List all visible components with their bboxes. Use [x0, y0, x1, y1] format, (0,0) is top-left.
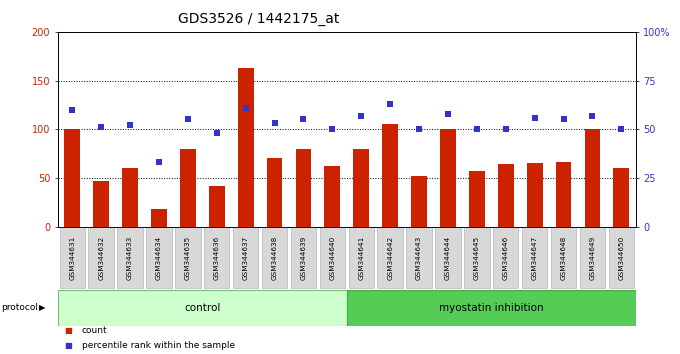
FancyBboxPatch shape — [407, 227, 432, 288]
Text: GSM344631: GSM344631 — [69, 235, 75, 280]
FancyBboxPatch shape — [60, 227, 85, 288]
FancyBboxPatch shape — [609, 227, 634, 288]
Text: GSM344646: GSM344646 — [503, 235, 509, 280]
FancyBboxPatch shape — [262, 227, 287, 288]
Point — [443, 111, 454, 116]
Point — [182, 117, 193, 122]
Bar — [354, 149, 369, 227]
Text: GSM344641: GSM344641 — [358, 235, 364, 280]
FancyBboxPatch shape — [464, 227, 490, 288]
Bar — [267, 159, 282, 227]
Bar — [440, 129, 456, 227]
FancyBboxPatch shape — [349, 227, 374, 288]
Bar — [527, 163, 543, 227]
FancyBboxPatch shape — [88, 227, 114, 288]
Bar — [180, 149, 196, 227]
Text: GSM344643: GSM344643 — [416, 235, 422, 280]
FancyBboxPatch shape — [175, 227, 201, 288]
Bar — [613, 168, 629, 227]
FancyBboxPatch shape — [204, 227, 229, 288]
Text: GDS3526 / 1442175_at: GDS3526 / 1442175_at — [177, 12, 339, 27]
Point — [298, 117, 309, 122]
FancyBboxPatch shape — [291, 227, 316, 288]
Text: protocol: protocol — [1, 303, 38, 313]
FancyBboxPatch shape — [580, 227, 605, 288]
Bar — [296, 149, 311, 227]
Point — [269, 120, 280, 126]
Bar — [411, 176, 427, 227]
Text: GSM344648: GSM344648 — [560, 235, 566, 280]
Text: GSM344635: GSM344635 — [185, 235, 191, 280]
Text: ▶: ▶ — [39, 303, 46, 313]
Text: GSM344633: GSM344633 — [127, 235, 133, 280]
FancyBboxPatch shape — [118, 227, 143, 288]
Point — [529, 115, 540, 120]
Bar — [65, 129, 80, 227]
Bar — [556, 162, 571, 227]
Bar — [93, 181, 109, 227]
Point — [558, 117, 569, 122]
Text: GSM344637: GSM344637 — [243, 235, 249, 280]
Text: GSM344645: GSM344645 — [474, 235, 480, 280]
Point — [124, 122, 135, 128]
Bar — [209, 185, 224, 227]
Point — [240, 105, 251, 110]
Text: ■: ■ — [65, 326, 73, 336]
Point — [385, 101, 396, 107]
Point — [211, 130, 222, 136]
FancyBboxPatch shape — [233, 227, 258, 288]
Bar — [382, 124, 398, 227]
FancyBboxPatch shape — [551, 227, 576, 288]
Bar — [498, 164, 513, 227]
FancyBboxPatch shape — [493, 227, 518, 288]
FancyBboxPatch shape — [377, 227, 403, 288]
Text: ■: ■ — [65, 341, 73, 350]
Point — [616, 126, 627, 132]
Bar — [469, 171, 485, 227]
FancyBboxPatch shape — [58, 290, 347, 326]
Bar — [151, 209, 167, 227]
Text: GSM344640: GSM344640 — [329, 235, 335, 280]
Text: GSM344650: GSM344650 — [618, 235, 624, 280]
Text: GSM344642: GSM344642 — [387, 235, 393, 280]
Text: control: control — [184, 303, 220, 313]
Point — [356, 113, 367, 118]
Text: count: count — [82, 326, 107, 336]
Point — [413, 126, 424, 132]
Point — [67, 107, 78, 113]
Text: GSM344632: GSM344632 — [98, 235, 104, 280]
Point — [327, 126, 338, 132]
Point — [471, 126, 482, 132]
Text: myostatin inhibition: myostatin inhibition — [439, 303, 543, 313]
Bar — [122, 168, 138, 227]
FancyBboxPatch shape — [146, 227, 171, 288]
FancyBboxPatch shape — [435, 227, 460, 288]
Text: GSM344636: GSM344636 — [214, 235, 220, 280]
Text: GSM344639: GSM344639 — [301, 235, 307, 280]
Bar — [585, 129, 600, 227]
Point — [587, 113, 598, 118]
Text: GSM344638: GSM344638 — [271, 235, 277, 280]
Point — [96, 125, 107, 130]
Text: GSM344644: GSM344644 — [445, 235, 451, 280]
Point — [500, 126, 511, 132]
Text: GSM344634: GSM344634 — [156, 235, 162, 280]
Text: GSM344647: GSM344647 — [532, 235, 538, 280]
FancyBboxPatch shape — [522, 227, 547, 288]
FancyBboxPatch shape — [320, 227, 345, 288]
Bar — [238, 68, 254, 227]
FancyBboxPatch shape — [347, 290, 636, 326]
Bar — [324, 166, 340, 227]
Point — [154, 160, 165, 165]
Text: GSM344649: GSM344649 — [590, 235, 596, 280]
Text: percentile rank within the sample: percentile rank within the sample — [82, 341, 235, 350]
